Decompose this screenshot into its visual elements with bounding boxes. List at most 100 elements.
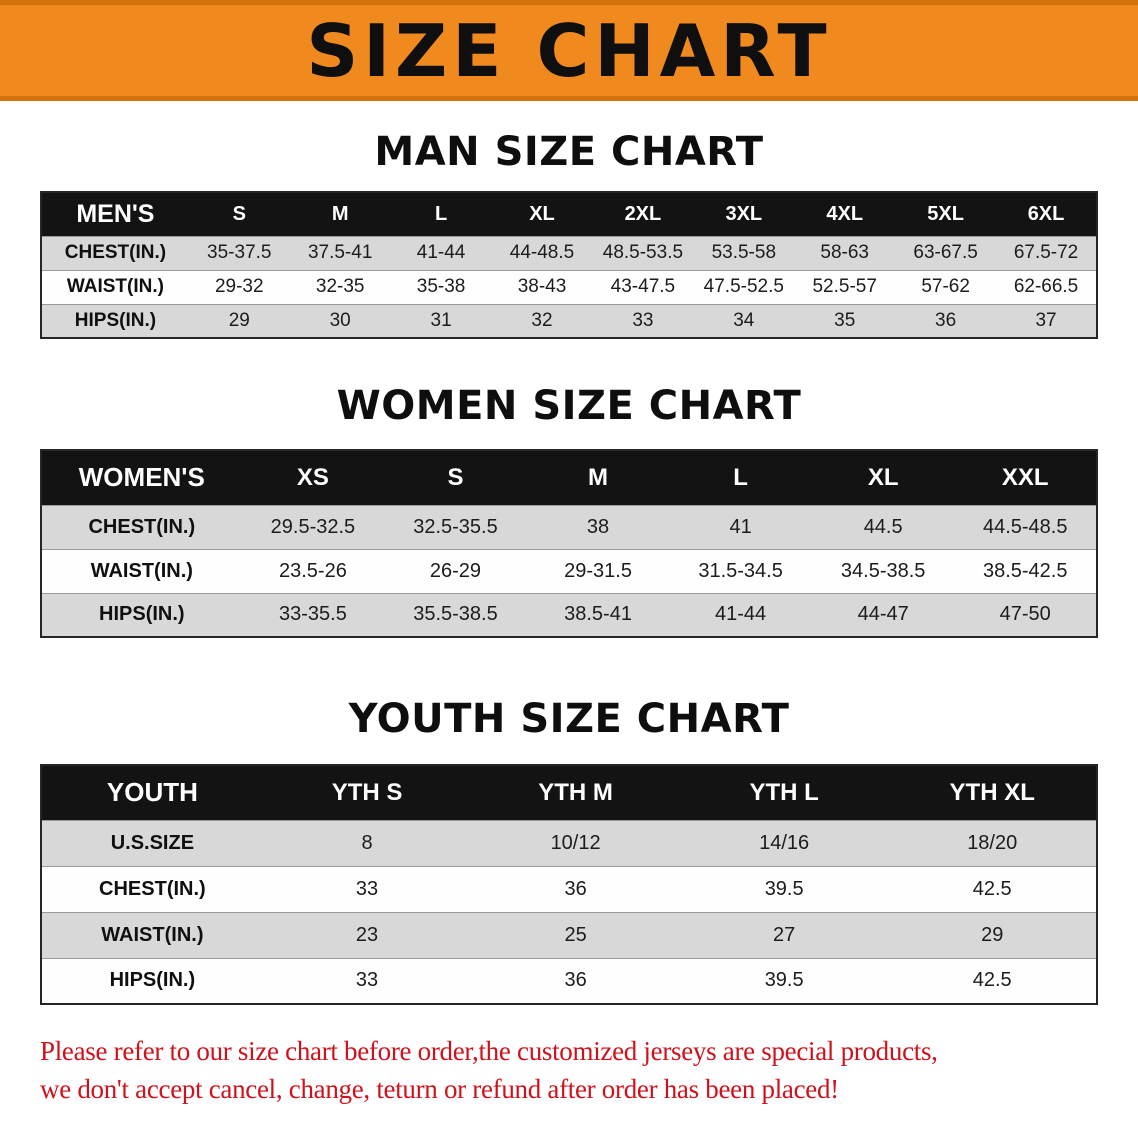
- size-column-header: 5XL: [927, 202, 964, 225]
- measurement-value: 63-67.5: [913, 242, 978, 263]
- measurement-value: 39.5: [764, 969, 804, 992]
- measurement-value: 47.5-52.5: [703, 276, 784, 297]
- youth-section-heading: YOUTH SIZE CHART: [348, 696, 790, 742]
- measurement-value: 38.5-41: [564, 603, 632, 626]
- measurement-value: 43-47.5: [610, 276, 676, 297]
- row-group-header: WOMEN'S: [78, 462, 205, 493]
- man-section-heading: MAN SIZE CHART: [374, 129, 764, 175]
- measurement-value: 29-31.5: [564, 559, 632, 582]
- men-size-table: MEN'S S M L XL 2XL 3XL 4XL 5XL 6XL CHEST(IN.) 35-37…: [40, 191, 1098, 339]
- measurement-value: 33: [355, 969, 379, 992]
- measurement-value: 29.5-32.5: [270, 515, 356, 538]
- measurement-value: 18/20: [967, 831, 1018, 854]
- measurement-label: HIPS(IN.): [74, 309, 157, 331]
- youth-size-section: YOUTH SIZE CHART YOUTH YTH S YTH M YTH L YTH…: [0, 696, 1138, 1005]
- size-column-header: XL: [867, 463, 899, 491]
- measurement-value: 30: [329, 309, 351, 331]
- disclaimer-line-1: Please refer to our size chart before or…: [40, 1036, 938, 1066]
- measurement-row: WAIST(IN.) 29-32 32-35 35-38 38-43 43-47.5 47.…: [41, 270, 1097, 304]
- measurement-value: 34: [733, 309, 755, 331]
- measurement-value: 33: [632, 309, 654, 331]
- measurement-value: 39.5: [764, 877, 804, 900]
- measurement-row: HIPS(IN.) 33 36 39.5 42.5: [41, 958, 1097, 1004]
- measurement-value: 44-48.5: [509, 242, 575, 263]
- measurement-label: CHEST(IN.): [99, 877, 206, 900]
- size-column-header: M: [331, 202, 349, 225]
- measurement-value: 58-63: [820, 242, 870, 263]
- row-group-header: MEN'S: [76, 199, 155, 228]
- measurement-value: 33-35.5: [278, 603, 347, 626]
- measurement-value: 37: [1035, 309, 1057, 331]
- women-section-heading: WOMEN SIZE CHART: [336, 383, 802, 429]
- table-header-row: WOMEN'S XS S M L XL XXL: [41, 450, 1097, 505]
- measurement-value: 33: [355, 877, 379, 900]
- size-chart-banner: SIZE CHART: [0, 0, 1138, 101]
- measurement-value: 38-43: [517, 276, 567, 297]
- measurement-value: 32-35: [315, 276, 365, 297]
- measurement-value: 44.5: [863, 515, 903, 538]
- size-column-header: 3XL: [725, 202, 763, 225]
- size-column-header: 4XL: [826, 202, 864, 225]
- measurement-row: WAIST(IN.) 23 25 27 29: [41, 912, 1097, 958]
- measurement-label: WAIST(IN.): [90, 559, 193, 582]
- measurement-value: 23.5-26: [278, 559, 347, 582]
- women-size-table: WOMEN'S XS S M L XL XXL CHEST(IN.) 29.5-32.5 32.5…: [40, 449, 1098, 638]
- measurement-row: CHEST(IN.) 33 36 39.5 42.5: [41, 866, 1097, 912]
- size-column-header: YTH M: [538, 778, 613, 806]
- measurement-value: 36: [564, 877, 587, 900]
- measurement-value: 62-66.5: [1013, 276, 1079, 297]
- disclaimer-line-2: we don't accept cancel, change, teturn o…: [40, 1073, 839, 1104]
- measurement-value: 8: [361, 831, 373, 854]
- measurement-row: CHEST(IN.) 35-37.5 37.5-41 41-44 44-48.5 48.5…: [41, 236, 1097, 270]
- measurement-label: HIPS(IN.): [99, 603, 185, 626]
- size-column-header: M: [588, 463, 609, 491]
- measurement-value: 35: [834, 309, 856, 331]
- measurement-value: 48.5-53.5: [602, 242, 684, 263]
- measurement-value: 10/12: [550, 831, 601, 854]
- measurement-value: 23: [355, 923, 379, 946]
- size-column-header: 6XL: [1027, 202, 1065, 225]
- disclaimer: Please refer to our size chart before or…: [40, 1033, 1098, 1109]
- women-size-section: WOMEN SIZE CHART WOMEN'S XS S M L XL XXL CHEST(…: [0, 383, 1138, 638]
- size-column-header: L: [434, 202, 448, 225]
- measurement-label: WAIST(IN.): [101, 923, 204, 946]
- measurement-value: 34.5-38.5: [840, 559, 926, 582]
- table-header-row: YOUTH YTH S YTH M YTH L YTH XL: [41, 765, 1097, 820]
- size-column-header: S: [232, 202, 246, 225]
- measurement-label: WAIST(IN.): [66, 276, 164, 297]
- measurement-row: CHEST(IN.) 29.5-32.5 32.5-35.5 38 41 44.5 44.5…: [41, 505, 1097, 549]
- man-size-section: MAN SIZE CHART MEN'S S M L XL 2XL 3XL 4XL 5XL 6XL…: [0, 129, 1138, 339]
- measurement-value: 36: [564, 969, 587, 992]
- size-column-header: XXL: [1001, 463, 1049, 491]
- measurement-row: HIPS(IN.) 33-35.5 35.5-38.5 38.5-41 41-44 44-…: [41, 593, 1097, 637]
- measurement-value: 29: [981, 923, 1004, 946]
- measurement-value: 26-29: [429, 559, 482, 582]
- measurement-value: 41-44: [416, 242, 466, 263]
- measurement-value: 38.5-42.5: [982, 559, 1068, 582]
- measurement-label: CHEST(IN.): [88, 515, 196, 538]
- measurement-label: HIPS(IN.): [109, 969, 196, 992]
- measurement-value: 31: [430, 309, 452, 331]
- youth-size-table: YOUTH YTH S YTH M YTH L YTH XL U.S.SIZE 8 10/12…: [40, 764, 1098, 1005]
- size-column-header: YTH XL: [949, 778, 1035, 806]
- measurement-value: 57-62: [921, 276, 970, 297]
- measurement-value: 41: [729, 515, 752, 538]
- measurement-value: 25: [564, 923, 587, 946]
- measurement-value: 35.5-38.5: [413, 603, 498, 626]
- measurement-value: 42.5: [972, 877, 1012, 900]
- table-header-row: MEN'S S M L XL 2XL 3XL 4XL 5XL 6XL: [41, 192, 1097, 236]
- measurement-value: 53.5-58: [711, 242, 777, 263]
- measurement-label: CHEST(IN.): [64, 242, 167, 263]
- size-column-header: S: [447, 463, 464, 491]
- size-column-header: YTH S: [331, 778, 403, 806]
- measurement-value: 41-44: [715, 603, 767, 626]
- measurement-value: 37.5-41: [307, 242, 373, 263]
- size-column-header: XS: [296, 463, 329, 491]
- measurement-value: 27: [773, 923, 796, 946]
- measurement-label: U.S.SIZE: [110, 831, 195, 854]
- measurement-value: 42.5: [972, 969, 1012, 992]
- measurement-value: 67.5-72: [1013, 242, 1079, 263]
- measurement-value: 44.5-48.5: [982, 515, 1068, 538]
- measurement-value: 36: [935, 309, 957, 331]
- measurement-row: WAIST(IN.) 23.5-26 26-29 29-31.5 31.5-34.5 34…: [41, 549, 1097, 593]
